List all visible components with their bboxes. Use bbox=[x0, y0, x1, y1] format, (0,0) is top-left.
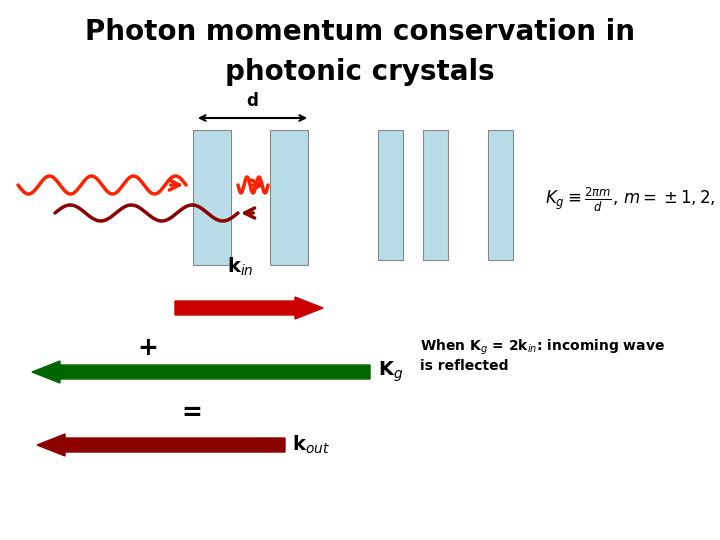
FancyArrow shape bbox=[37, 434, 285, 456]
Text: Photon momentum conservation in: Photon momentum conservation in bbox=[85, 18, 635, 46]
Text: photonic crystals: photonic crystals bbox=[225, 58, 495, 86]
Bar bbox=[378, 130, 403, 260]
Text: k$_{out}$: k$_{out}$ bbox=[292, 434, 330, 456]
Bar bbox=[193, 130, 231, 265]
FancyArrow shape bbox=[32, 361, 370, 383]
Text: +: + bbox=[138, 336, 158, 360]
Text: When K$_g$ = 2k$_{in}$: incoming wave
is reflected: When K$_g$ = 2k$_{in}$: incoming wave is… bbox=[420, 338, 665, 374]
Text: $K_g \equiv \frac{2\pi m}{d},\, m = \pm 1,2,...$: $K_g \equiv \frac{2\pi m}{d},\, m = \pm … bbox=[545, 186, 720, 214]
Text: =: = bbox=[181, 401, 202, 425]
Text: K$_g$: K$_g$ bbox=[378, 360, 403, 384]
Bar bbox=[423, 130, 448, 260]
Text: d: d bbox=[246, 92, 258, 110]
Text: k$_{in}$: k$_{in}$ bbox=[227, 256, 253, 278]
Bar bbox=[488, 130, 513, 260]
FancyArrow shape bbox=[175, 297, 323, 319]
Bar bbox=[270, 130, 308, 265]
